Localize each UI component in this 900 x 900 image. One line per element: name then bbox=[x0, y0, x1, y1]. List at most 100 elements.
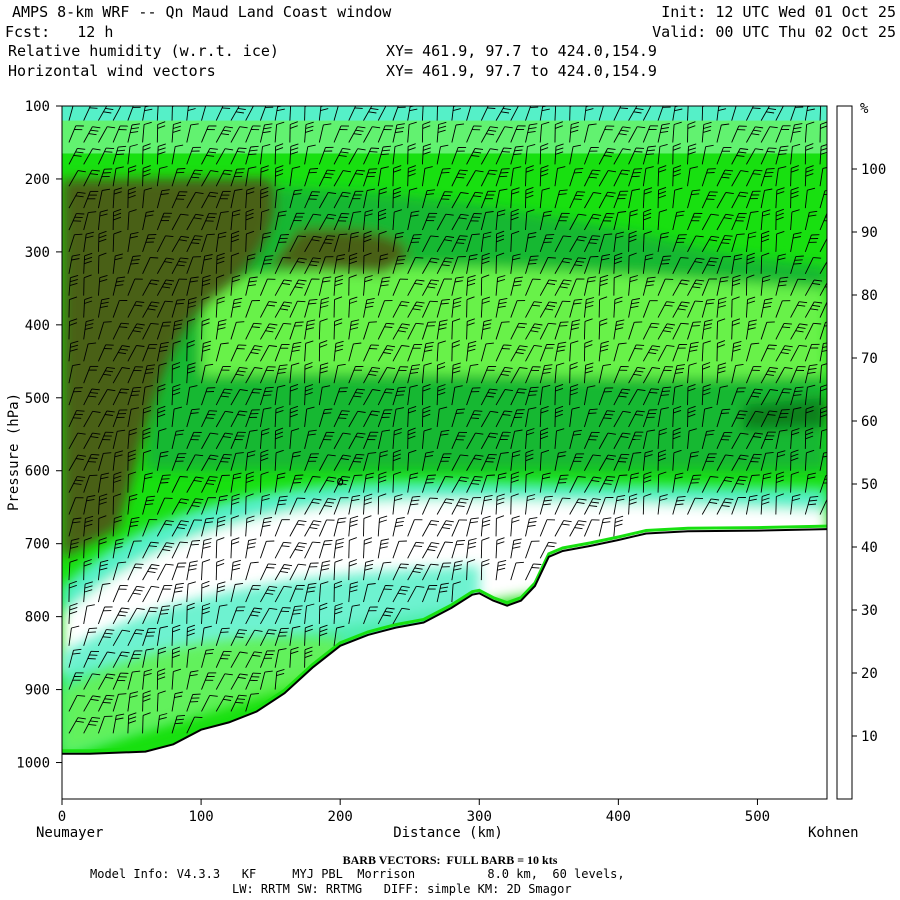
wind-barb bbox=[127, 278, 136, 296]
wind-barb bbox=[83, 191, 91, 209]
wind-barb-flag bbox=[511, 208, 519, 213]
wind-barb-flag bbox=[384, 391, 393, 394]
wind-barb-flag bbox=[453, 301, 462, 305]
wind-barb bbox=[554, 520, 564, 537]
wind-barb bbox=[289, 190, 295, 209]
wind-barb-flag bbox=[187, 370, 196, 374]
wind-barb-flag bbox=[573, 171, 583, 174]
wind-barb-flag bbox=[696, 279, 705, 282]
wind-barb-flag bbox=[160, 482, 169, 484]
wind-barb-flag bbox=[69, 296, 78, 301]
wind-barb bbox=[83, 606, 88, 625]
wind-barb-flag bbox=[408, 449, 417, 454]
wind-barb-flag bbox=[762, 476, 772, 480]
wind-barb-flag bbox=[783, 322, 792, 325]
wind-barb bbox=[112, 277, 118, 296]
wind-barb bbox=[451, 498, 461, 515]
wind-barb bbox=[289, 257, 300, 275]
wind-barb bbox=[436, 387, 439, 406]
wind-barb bbox=[215, 299, 218, 318]
wind-barb-flag bbox=[147, 495, 156, 498]
wind-barb bbox=[392, 301, 402, 318]
wind-barb-flag bbox=[142, 147, 151, 151]
wind-barb-flag bbox=[379, 546, 388, 549]
wind-barb-flag bbox=[617, 461, 627, 463]
wind-barb-flag bbox=[399, 326, 408, 329]
wind-barb-flag bbox=[319, 602, 328, 607]
wind-barb-flag bbox=[249, 276, 258, 279]
wind-barb-flag bbox=[439, 406, 448, 410]
wind-barb-flag bbox=[514, 280, 523, 283]
wind-barb-flag bbox=[83, 559, 92, 563]
wind-barb-flag bbox=[177, 714, 186, 717]
wind-barb bbox=[97, 540, 100, 559]
wind-barb bbox=[525, 496, 528, 515]
wind-barb-flag bbox=[247, 546, 256, 549]
wind-barb-flag bbox=[604, 103, 612, 104]
wind-barb-flag bbox=[504, 366, 513, 369]
wind-barb-flag bbox=[262, 494, 271, 498]
wind-barb-flag bbox=[325, 173, 334, 175]
wind-barb bbox=[142, 124, 145, 143]
wind-barb-flag bbox=[73, 648, 82, 651]
wind-barb-flag bbox=[444, 239, 453, 242]
wind-barb bbox=[186, 716, 195, 734]
wind-barb-flag bbox=[513, 542, 522, 545]
wind-barb-flag bbox=[437, 388, 446, 392]
wind-barb-flag bbox=[320, 362, 329, 366]
wind-barb-flag bbox=[379, 454, 388, 458]
wind-barb-flag bbox=[252, 654, 261, 657]
wind-barb-flag bbox=[143, 672, 152, 677]
wind-barb-flag bbox=[217, 585, 226, 589]
wind-barb-flag bbox=[364, 278, 373, 283]
wind-barb-flag bbox=[439, 323, 448, 326]
wind-barb-flag bbox=[645, 153, 654, 156]
wind-barb bbox=[245, 585, 254, 603]
wind-barb-flag bbox=[510, 479, 519, 483]
wind-barb bbox=[525, 430, 528, 449]
wind-barb-flag bbox=[499, 188, 508, 191]
wind-barb-flag bbox=[575, 194, 584, 197]
wind-barb-flag bbox=[437, 391, 446, 396]
wind-barb-flag bbox=[574, 264, 583, 267]
wind-barb bbox=[142, 365, 148, 384]
wind-barb bbox=[274, 212, 280, 231]
wind-barb-flag bbox=[69, 584, 77, 589]
wind-barb-flag bbox=[423, 428, 432, 432]
wind-barb-flag bbox=[555, 409, 564, 414]
wind-barb-flag bbox=[808, 367, 817, 370]
wind-barb bbox=[112, 562, 119, 581]
wind-barb-flag bbox=[236, 151, 245, 153]
wind-barb bbox=[495, 233, 498, 252]
wind-barb-flag bbox=[157, 413, 166, 418]
wind-barb bbox=[142, 344, 150, 362]
wind-barb bbox=[304, 431, 310, 449]
wind-barb-flag bbox=[339, 103, 347, 104]
wind-barb-flag bbox=[488, 436, 497, 439]
wind-barb-flag bbox=[186, 632, 195, 637]
wind-barb bbox=[613, 475, 620, 493]
wind-barb bbox=[451, 584, 454, 603]
wind-barb bbox=[392, 146, 396, 165]
wind-barb-flag bbox=[732, 348, 741, 352]
chart-title: AMPS 8-km WRF -- Qn Maud Land Coast wind… bbox=[12, 3, 392, 21]
wind-barb-flag bbox=[423, 147, 431, 151]
wind-barb-flag bbox=[578, 520, 587, 523]
wind-barb bbox=[142, 715, 144, 734]
wind-barb bbox=[510, 106, 519, 121]
wind-barb bbox=[628, 474, 632, 493]
wind-barb bbox=[716, 365, 719, 384]
wind-barb-flag bbox=[431, 257, 440, 260]
wind-barb-flag bbox=[222, 173, 231, 175]
wind-barb-flag bbox=[619, 107, 628, 109]
wind-barb-flag bbox=[732, 282, 741, 287]
valid-time: Valid: 00 UTC Thu 02 Oct 25 bbox=[652, 23, 896, 41]
wind-barb-flag bbox=[86, 498, 95, 502]
wind-barb bbox=[245, 367, 255, 384]
wind-barb-flag bbox=[219, 495, 228, 498]
wind-barb bbox=[68, 277, 71, 296]
wind-barb-flag bbox=[130, 131, 139, 134]
wind-barb-flag bbox=[289, 413, 298, 418]
wind-barb bbox=[775, 367, 785, 384]
wind-barb bbox=[760, 410, 770, 428]
